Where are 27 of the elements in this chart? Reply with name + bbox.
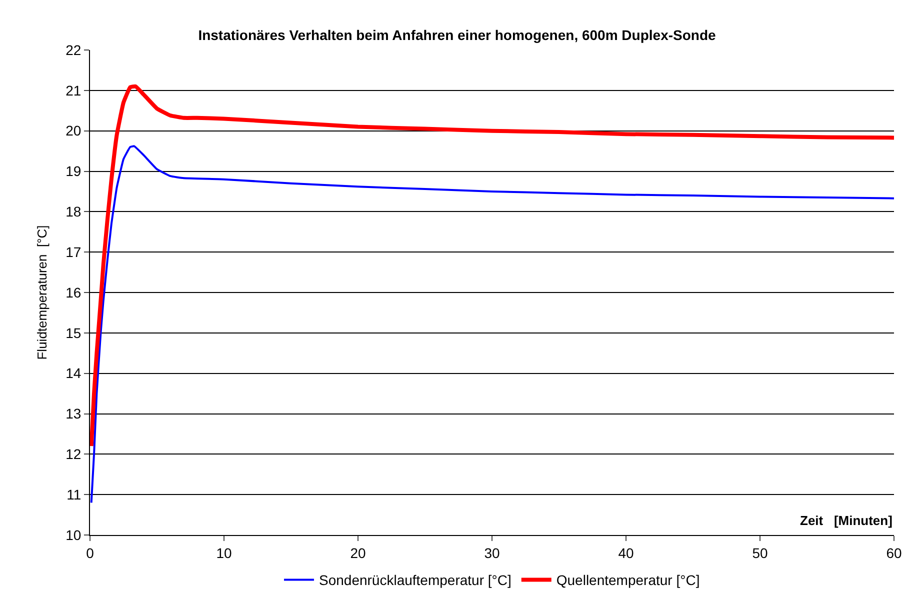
y-tick-label: 12 xyxy=(66,446,82,462)
x-tick-label: 50 xyxy=(752,544,768,561)
x-tick-label: 60 xyxy=(886,544,902,561)
y-tick-label: 13 xyxy=(66,406,82,422)
x-tick-label: 30 xyxy=(484,544,500,561)
legend-label: Quellentemperatur [°C] xyxy=(556,572,700,588)
x-tick-label: 20 xyxy=(350,544,366,561)
y-tick-label: 21 xyxy=(66,82,82,98)
x-tick-label: 40 xyxy=(618,544,634,561)
line-series xyxy=(90,145,894,504)
x-tick-label: 0 xyxy=(86,544,94,561)
y-tick-label: 19 xyxy=(66,163,82,180)
legend-label: Sondenrücklauftemperatur [°C] xyxy=(319,572,512,588)
y-axis-title: Fluidtemperaturen [°C] xyxy=(34,225,50,360)
x-axis-title: Zeit [Minuten] xyxy=(800,513,892,528)
y-tick-label: 15 xyxy=(66,324,82,341)
x-tick-label: 10 xyxy=(216,544,232,561)
chart-title: Instationäres Verhalten beim Anfahren einer homogenen, 600m Duplex-Sonde xyxy=(198,27,716,44)
y-tick-label: 22 xyxy=(66,42,82,58)
y-tick-label: 16 xyxy=(66,284,82,300)
y-tick-label: 14 xyxy=(66,365,82,382)
y-tick-label: 11 xyxy=(66,486,82,502)
y-tick-label: 10 xyxy=(66,526,82,543)
y-tick-label: 20 xyxy=(66,122,82,139)
y-tick-label: 18 xyxy=(66,204,82,220)
y-tick-label: 17 xyxy=(66,244,82,260)
line-series xyxy=(90,84,894,448)
